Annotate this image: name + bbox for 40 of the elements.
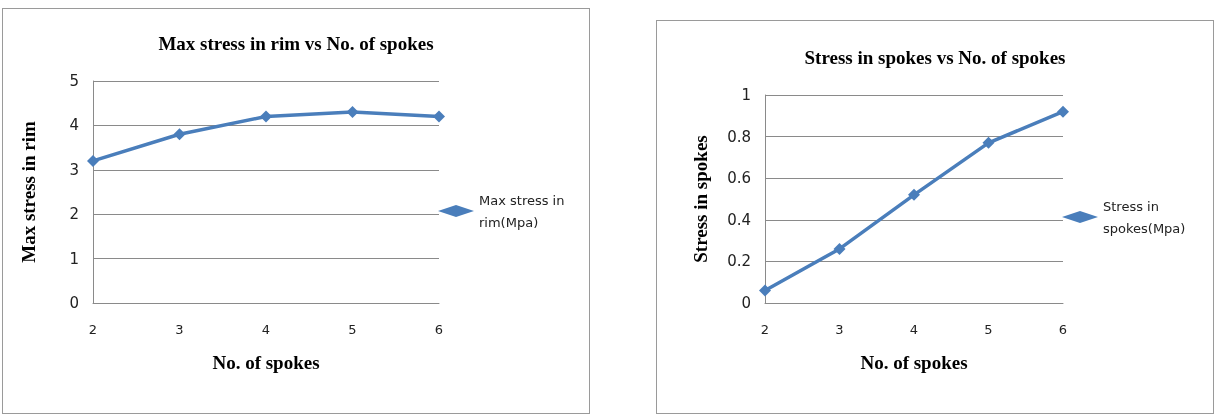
x-axis-title: No. of spokes — [212, 352, 320, 373]
x-tick-label: 6 — [434, 322, 444, 337]
x-tick-label: 3 — [835, 322, 844, 337]
point — [833, 242, 846, 255]
point — [759, 284, 771, 297]
y-tick-label: 1 — [741, 86, 751, 104]
x-tick-label: 4 — [261, 322, 271, 337]
point — [982, 136, 995, 149]
point — [433, 110, 445, 123]
point — [87, 154, 99, 167]
y-tick-label: 3 — [69, 160, 79, 179]
x-axis-title: No. of spokes — [860, 352, 968, 373]
y-tick-label: 0.6 — [727, 169, 751, 188]
point — [260, 110, 272, 123]
legend-label: Stress in spokes(Mpa) — [1103, 198, 1186, 236]
chart-title: Stress in spokes vs No. of spokes — [804, 47, 1066, 68]
x-tick-label: 6 — [1058, 322, 1068, 337]
point — [908, 188, 920, 201]
y-tick-label: 0.2 — [727, 252, 751, 271]
x-tick-label: 4 — [909, 322, 919, 337]
legend-label: Max stress in rim(Mpa) — [479, 192, 569, 230]
y-tick-label: 1 — [69, 249, 79, 268]
y-tick-label: 2 — [69, 205, 79, 224]
y-axis-title: Max stress in rim — [18, 121, 39, 263]
x-tick-label: 2 — [760, 322, 770, 337]
y-tick-label: 0.4 — [727, 210, 751, 229]
x-tick-label: 5 — [984, 322, 993, 337]
y-axis-title: Stress in spokes — [690, 135, 711, 263]
x-tick-label: 5 — [348, 322, 357, 337]
x-tick-label: 2 — [88, 322, 98, 337]
y-tick-label: 0 — [741, 294, 751, 312]
x-tick-label: 3 — [175, 322, 184, 337]
chart-title: Max stress in rim vs No. of spokes — [158, 33, 434, 54]
point — [346, 106, 359, 119]
y-tick-label: 4 — [69, 116, 79, 135]
y-tick-label: 0 — [69, 294, 79, 312]
y-tick-label: 0.8 — [727, 127, 751, 146]
point — [1057, 105, 1069, 118]
point — [173, 128, 186, 141]
y-tick-label: 5 — [69, 72, 79, 90]
